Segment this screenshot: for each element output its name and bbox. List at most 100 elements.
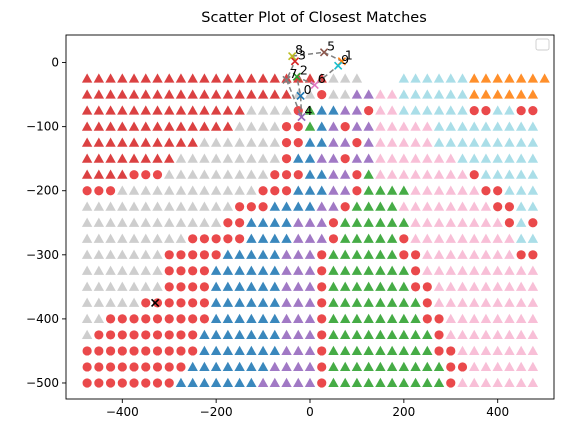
grid-point-triangle xyxy=(363,185,374,195)
grid-point-triangle xyxy=(457,217,468,227)
grid-point-triangle xyxy=(128,89,140,99)
grid-point-triangle xyxy=(199,169,210,179)
grid-point-triangle xyxy=(386,377,398,388)
grid-point-triangle xyxy=(480,169,492,179)
grid-point-triangle xyxy=(375,345,386,355)
grid-point-circle xyxy=(364,106,374,116)
grid-point-triangle xyxy=(433,89,445,99)
y-tick-label: 0 xyxy=(51,56,59,70)
grid-point-triangle xyxy=(117,121,128,131)
grid-point-triangle xyxy=(363,313,374,323)
grid-point-triangle xyxy=(105,153,116,163)
grid-point-triangle xyxy=(328,201,339,211)
grid-point-triangle xyxy=(269,73,281,83)
grid-point-triangle xyxy=(398,121,410,131)
grid-point-triangle xyxy=(117,281,128,291)
grid-point-triangle xyxy=(187,201,198,211)
grid-point-circle xyxy=(223,234,233,244)
grid-point-circle xyxy=(235,234,245,244)
grid-point-triangle xyxy=(469,313,480,323)
grid-point-triangle xyxy=(480,233,492,243)
grid-point-triangle xyxy=(433,185,445,195)
grid-point-triangle xyxy=(128,185,140,195)
grid-point-triangle xyxy=(363,169,374,179)
grid-point-triangle xyxy=(152,281,163,291)
grid-point-circle xyxy=(176,250,186,260)
grid-point-triangle xyxy=(469,281,480,291)
grid-point-triangle xyxy=(187,89,198,99)
grid-point-triangle xyxy=(234,169,245,179)
grid-point-triangle xyxy=(480,121,492,131)
grid-point-triangle xyxy=(246,217,257,227)
grid-point-circle xyxy=(164,266,174,276)
grid-point-triangle xyxy=(504,281,515,291)
grid-point-triangle xyxy=(105,265,116,275)
x-tick-label: −200 xyxy=(200,405,233,419)
grid-point-triangle xyxy=(363,329,374,339)
grid-point-circle xyxy=(117,314,127,324)
grid-point-circle xyxy=(152,170,163,180)
grid-point-triangle xyxy=(164,73,175,83)
grid-point-triangle xyxy=(140,201,151,211)
grid-point-circle xyxy=(82,186,92,196)
grid-point-triangle xyxy=(140,233,151,243)
grid-point-circle xyxy=(446,378,456,388)
grid-point-triangle xyxy=(293,361,304,372)
grid-point-triangle xyxy=(386,233,398,243)
grid-point-triangle xyxy=(375,105,386,115)
grid-point-circle xyxy=(516,250,526,260)
point-label: 5 xyxy=(327,38,335,53)
grid-point-triangle xyxy=(152,105,163,115)
grid-point-triangle xyxy=(410,329,421,339)
grid-point-triangle xyxy=(293,233,304,243)
grid-point-triangle xyxy=(328,105,339,115)
grid-point-triangle xyxy=(363,345,374,355)
grid-point-triangle xyxy=(457,249,468,259)
grid-point-triangle xyxy=(457,297,468,307)
grid-point-triangle xyxy=(351,73,363,83)
grid-point-triangle xyxy=(269,345,281,355)
grid-point-triangle xyxy=(304,249,316,259)
grid-point-triangle xyxy=(222,105,234,115)
grid-point-triangle xyxy=(527,297,539,307)
grid-point-triangle xyxy=(257,89,269,99)
grid-point-triangle xyxy=(410,377,421,388)
grid-point-triangle xyxy=(222,345,234,355)
grid-point-triangle xyxy=(222,121,234,131)
grid-point-triangle xyxy=(246,169,257,179)
grid-point-triangle xyxy=(187,377,198,388)
grid-point-triangle xyxy=(351,377,363,388)
grid-point-triangle xyxy=(492,169,503,179)
grid-point-triangle xyxy=(222,361,234,372)
grid-point-triangle xyxy=(515,361,527,372)
grid-point-triangle xyxy=(375,329,386,339)
grid-point-triangle xyxy=(175,185,187,195)
grid-point-triangle xyxy=(386,345,398,355)
grid-point-triangle xyxy=(351,153,363,163)
grid-point-circle xyxy=(188,282,198,292)
path-point-marker xyxy=(290,57,300,66)
grid-point-triangle xyxy=(293,265,304,275)
x-tick-label: 400 xyxy=(486,405,509,419)
grid-point-triangle xyxy=(328,345,339,355)
grid-point-circle xyxy=(141,298,151,308)
grid-point-triangle xyxy=(234,265,245,275)
grid-point-triangle xyxy=(234,105,245,115)
grid-point-triangle xyxy=(422,377,433,388)
grid-point-circle xyxy=(258,186,268,196)
grid-point-circle xyxy=(141,330,151,340)
grid-point-triangle xyxy=(410,345,421,355)
grid-point-circle xyxy=(188,250,198,260)
grid-point-triangle xyxy=(504,185,515,195)
grid-point-triangle xyxy=(433,265,445,275)
grid-point-triangle xyxy=(152,217,163,227)
grid-point-triangle xyxy=(293,345,304,355)
grid-point-triangle xyxy=(328,137,339,147)
grid-point-triangle xyxy=(257,169,269,179)
grid-point-triangle xyxy=(234,249,245,259)
grid-point-triangle xyxy=(386,153,398,163)
grid-point-circle xyxy=(152,298,163,308)
grid-point-triangle xyxy=(210,329,222,339)
grid-point-triangle xyxy=(363,377,374,388)
grid-point-circle xyxy=(235,202,245,212)
